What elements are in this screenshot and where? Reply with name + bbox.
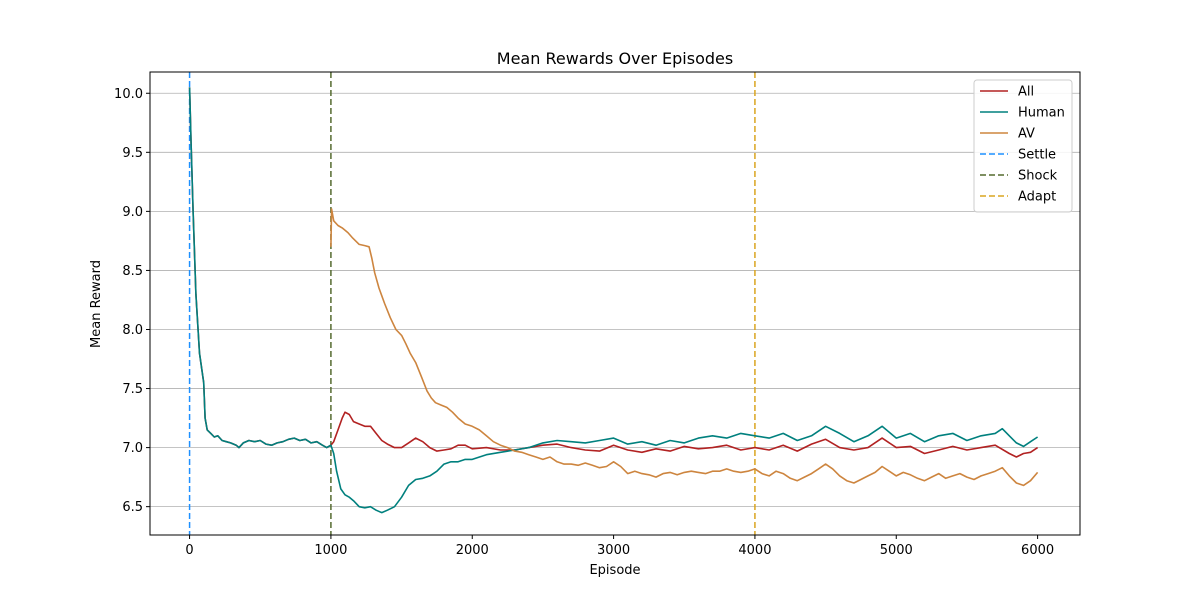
legend-label: Human [1018, 106, 1065, 121]
reference-lines [188, 72, 756, 535]
y-gridlines [150, 92, 1080, 508]
x-tick-label: 4000 [738, 543, 771, 558]
y-tick-label: 10.0 [114, 87, 143, 102]
legend-label: Adapt [1018, 190, 1056, 205]
series-line-human [188, 87, 1039, 514]
legend-label: All [1018, 85, 1034, 100]
series-lines [188, 87, 1039, 514]
x-tick-label: 1000 [314, 543, 347, 558]
plot-frame [149, 71, 1081, 536]
legend-label: Shock [1018, 169, 1058, 184]
x-tick-label: 3000 [597, 543, 630, 558]
legend-label: Settle [1018, 148, 1056, 163]
y-tick-label: 7.5 [122, 382, 143, 397]
y-tick-label: 6.5 [122, 500, 143, 515]
legend-label: AV [1018, 127, 1035, 142]
y-tick-label: 9.0 [122, 205, 143, 220]
y-tick-label: 7.0 [122, 441, 143, 456]
legend-box [973, 79, 1073, 213]
y-tick-label: 8.0 [122, 323, 143, 338]
chart-title: Mean Rewards Over Episodes [497, 49, 733, 68]
x-tick-label: 5000 [880, 543, 913, 558]
x-tick-label: 2000 [456, 543, 489, 558]
x-tick-label: 0 [185, 543, 193, 558]
x-axis-label: Episode [589, 563, 640, 578]
y-tick-label: 8.5 [122, 264, 143, 279]
series-line-av [330, 208, 1039, 487]
y-axis: 6.5 7.0 7.5 8.0 8.5 9.0 9.5 10.0 [114, 87, 150, 515]
y-tick-label: 9.5 [122, 146, 143, 161]
x-axis: 0 1000 2000 3000 4000 5000 6000 [185, 535, 1054, 558]
x-tick-label: 6000 [1021, 543, 1054, 558]
y-axis-label: Mean Reward [89, 260, 104, 348]
legend: All Human AV Settle Shock Adapt [973, 79, 1073, 213]
